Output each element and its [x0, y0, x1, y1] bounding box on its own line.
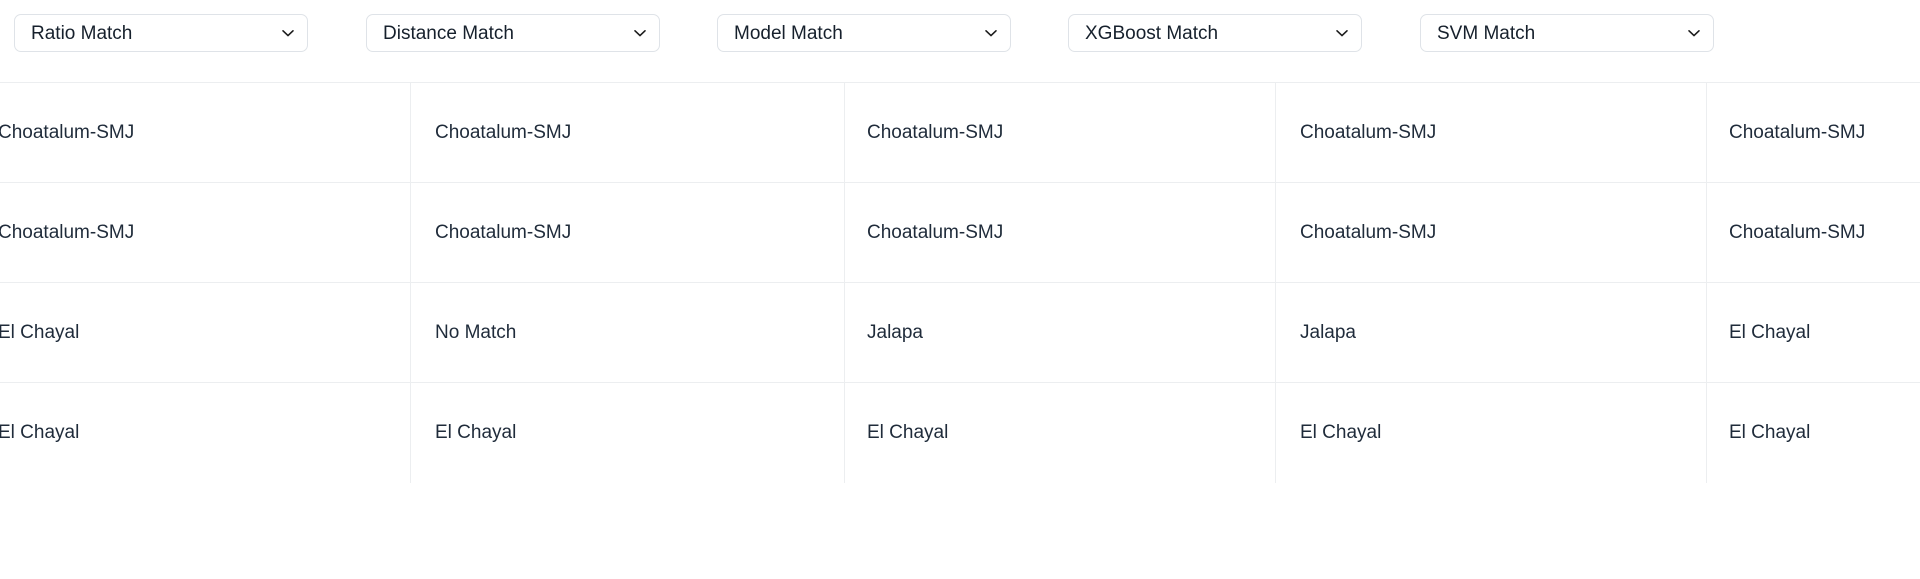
table-cell-ratio-match: Choatalum-SMJ — [0, 182, 411, 283]
distance-match-select[interactable]: Distance Match — [366, 14, 660, 52]
chevron-down-icon — [1685, 24, 1703, 42]
chevron-down-icon — [279, 24, 297, 42]
chevron-down-icon — [1333, 24, 1351, 42]
table-row: Choatalum-SMJ Choatalum-SMJ Choatalum-SM… — [0, 82, 1920, 183]
chevron-down-icon — [631, 24, 649, 42]
table-cell-xgboost-match: Choatalum-SMJ — [1275, 182, 1707, 283]
table-row: El Chayal El Chayal El Chayal El Chayal … — [0, 382, 1920, 483]
match-results-table: Choatalum-SMJ Choatalum-SMJ Choatalum-SM… — [0, 82, 1920, 483]
xgboost-match-select-label: XGBoost Match — [1085, 23, 1219, 43]
table-cell-model-match: Choatalum-SMJ — [844, 82, 1276, 183]
table-cell-svm-match: El Chayal — [1706, 282, 1920, 383]
model-match-select[interactable]: Model Match — [717, 14, 1011, 52]
table-cell-distance-match: Choatalum-SMJ — [410, 82, 845, 183]
table-cell-svm-match: El Chayal — [1706, 382, 1920, 483]
table-cell-model-match: El Chayal — [844, 382, 1276, 483]
chevron-down-icon — [982, 24, 1000, 42]
ratio-match-select-label: Ratio Match — [31, 23, 133, 43]
table-cell-distance-match: No Match — [410, 282, 845, 383]
match-results-body: Choatalum-SMJ Choatalum-SMJ Choatalum-SM… — [0, 82, 1920, 483]
table-cell-svm-match: Choatalum-SMJ — [1706, 182, 1920, 283]
xgboost-match-select[interactable]: XGBoost Match — [1068, 14, 1362, 52]
table-cell-ratio-match: El Chayal — [0, 382, 411, 483]
table-row: El Chayal No Match Jalapa Jalapa El Chay… — [0, 282, 1920, 383]
filter-bar: Ratio Match Distance Match Model Match — [0, 0, 1920, 82]
table-cell-distance-match: Choatalum-SMJ — [410, 182, 845, 283]
table-cell-xgboost-match: El Chayal — [1275, 382, 1707, 483]
table-cell-distance-match: El Chayal — [410, 382, 845, 483]
model-match-select-label: Model Match — [734, 23, 843, 43]
distance-match-select-label: Distance Match — [383, 23, 514, 43]
table-cell-svm-match: Choatalum-SMJ — [1706, 82, 1920, 183]
table-cell-ratio-match: Choatalum-SMJ — [0, 82, 411, 183]
table-cell-xgboost-match: Jalapa — [1275, 282, 1707, 383]
ratio-match-select[interactable]: Ratio Match — [14, 14, 308, 52]
table-cell-ratio-match: El Chayal — [0, 282, 411, 383]
table-cell-model-match: Choatalum-SMJ — [844, 182, 1276, 283]
svm-match-select-label: SVM Match — [1437, 23, 1536, 43]
table-cell-xgboost-match: Choatalum-SMJ — [1275, 82, 1707, 183]
table-row: Choatalum-SMJ Choatalum-SMJ Choatalum-SM… — [0, 182, 1920, 283]
table-cell-model-match: Jalapa — [844, 282, 1276, 383]
svm-match-select[interactable]: SVM Match — [1420, 14, 1714, 52]
